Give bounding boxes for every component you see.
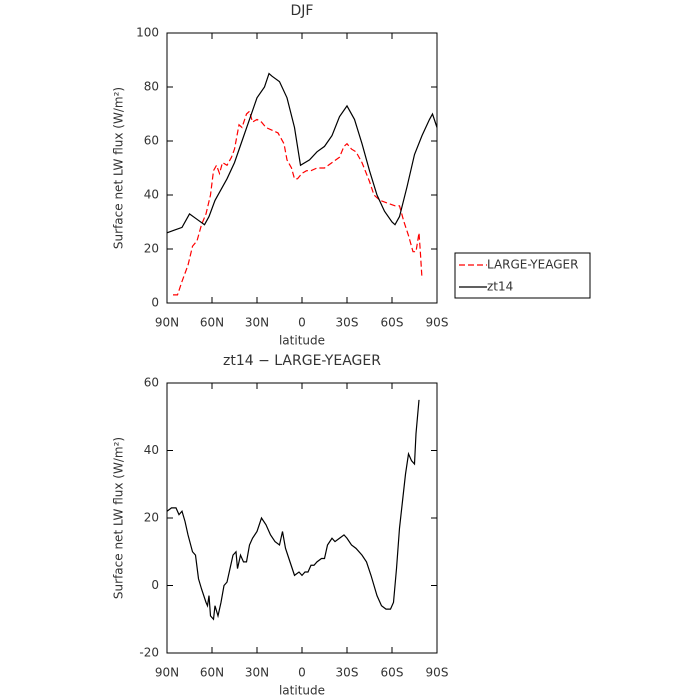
legend-label: zt14	[487, 280, 513, 294]
x-tick-label: 0	[298, 666, 306, 680]
x-tick-label: 60N	[200, 666, 224, 680]
y-tick-label: 80	[144, 80, 159, 94]
plot-frame	[166, 32, 438, 304]
x-tick-label: 90N	[155, 316, 179, 330]
y-tick-label: 60	[144, 376, 159, 390]
legend-box	[454, 252, 591, 299]
x-tick-label: 60N	[200, 316, 224, 330]
x-tick-label: 90S	[426, 666, 449, 680]
y-axis-label: Surface net LW flux (W/m²)	[112, 87, 126, 249]
legend-label: LARGE-YEAGER	[487, 258, 578, 272]
y-tick-label: 40	[144, 188, 159, 202]
x-tick-label: 0	[298, 316, 306, 330]
y-tick-label: 100	[136, 26, 159, 40]
x-tick-label: 60S	[381, 666, 404, 680]
y-tick-label: 20	[144, 242, 159, 256]
x-tick-label: 90N	[155, 666, 179, 680]
y-axis-label: Surface net LW flux (W/m²)	[112, 437, 126, 599]
x-tick-label: 90S	[426, 316, 449, 330]
x-axis-label: latitude	[279, 684, 325, 698]
y-tick-label: 20	[144, 511, 159, 525]
x-tick-label: 30S	[336, 316, 359, 330]
x-tick-label: 60S	[381, 316, 404, 330]
y-tick-label: 40	[144, 443, 159, 457]
x-axis-label: latitude	[279, 334, 325, 348]
y-tick-label: 60	[144, 134, 159, 148]
y-tick-label: -20	[139, 646, 159, 660]
chart-title: DJF	[291, 3, 314, 19]
y-tick-label: 0	[151, 578, 159, 592]
data-line	[166, 72, 438, 234]
data-line	[173, 110, 423, 296]
x-tick-label: 30N	[245, 316, 269, 330]
data-line	[166, 399, 420, 621]
plot-frame	[166, 382, 438, 654]
x-tick-label: 30N	[245, 666, 269, 680]
chart-title: zt14 − LARGE-YEAGER	[223, 353, 381, 369]
x-tick-label: 30S	[336, 666, 359, 680]
y-tick-label: 0	[151, 296, 159, 310]
